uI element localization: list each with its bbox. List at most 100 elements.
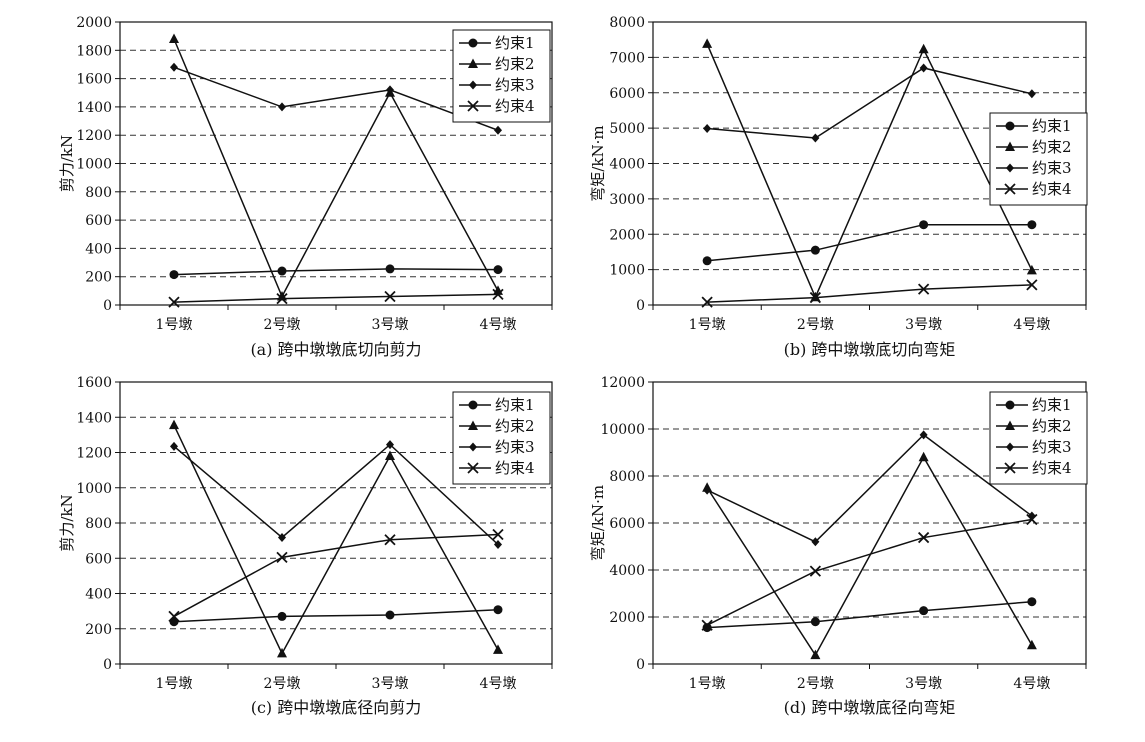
data-point-cross — [1026, 513, 1038, 526]
data-point-diamond — [386, 85, 394, 95]
series-line — [173, 293, 499, 303]
y-axis-label: 剪力/kN — [58, 135, 76, 192]
legend-label: 约束1 — [495, 34, 535, 52]
data-point-circle — [919, 220, 929, 230]
data-point-circle — [1027, 220, 1037, 230]
x-tick-label: 2号墩 — [264, 676, 301, 692]
data-point-circle — [702, 623, 712, 633]
legend-marker-circle — [1005, 121, 1015, 131]
data-point-diamond — [703, 123, 712, 133]
data-point-cross — [276, 551, 288, 564]
series-2 — [169, 419, 503, 658]
data-point-diamond — [494, 540, 502, 550]
data-point-cross — [168, 610, 180, 623]
y-tick-label: 12000 — [600, 375, 645, 391]
data-point-diamond — [170, 441, 178, 451]
legend-label: 约束2 — [495, 417, 535, 435]
legend-label: 约束4 — [1032, 180, 1072, 198]
data-point-circle — [919, 606, 929, 616]
data-point-diamond — [170, 62, 178, 72]
y-tick-label: 0 — [103, 298, 112, 314]
legend-entry: 约束2 — [459, 55, 535, 73]
legend-entry: 约束4 — [996, 459, 1072, 477]
y-tick-label: 1000 — [76, 481, 112, 497]
series-line — [173, 268, 499, 276]
series-line — [173, 533, 499, 618]
legend-entry: 约束1 — [459, 34, 535, 52]
x-tick-label: 3号墩 — [372, 317, 409, 333]
series-line — [707, 284, 1032, 303]
data-point-cross — [917, 531, 930, 544]
data-point-circle — [385, 264, 395, 274]
x-tick-label: 1号墩 — [156, 676, 193, 692]
x-tick-label: 4号墩 — [1013, 317, 1050, 333]
legend-label: 约束3 — [1032, 438, 1072, 456]
chart-caption: (c) 跨中墩墩底径向剪力 — [251, 698, 422, 717]
legend-marker-cross — [1004, 183, 1016, 195]
legend-label: 约束3 — [495, 76, 535, 94]
y-tick-label: 1400 — [76, 410, 112, 426]
y-tick-label: 0 — [636, 657, 645, 673]
series-1 — [169, 605, 503, 627]
data-point-diamond — [386, 440, 394, 450]
y-tick-label: 2000 — [609, 227, 645, 243]
legend: 约束1 约束2 约束3 约束4 — [452, 391, 551, 485]
series-1 — [702, 597, 1037, 633]
series-line — [706, 43, 1033, 300]
legend-marker-triangle — [468, 58, 478, 68]
y-tick-label: 400 — [85, 587, 112, 603]
data-point-cross — [492, 528, 504, 541]
legend-entry: 约束3 — [996, 438, 1072, 456]
data-point-diamond — [703, 485, 712, 495]
legend-entry: 约束3 — [996, 159, 1072, 177]
x-tick-label: 3号墩 — [905, 317, 942, 333]
data-point-circle — [385, 610, 395, 620]
series-line — [706, 518, 1032, 626]
legend-label: 约束4 — [495, 97, 535, 115]
data-point-diamond — [494, 125, 502, 135]
legend-label: 约束2 — [495, 55, 535, 73]
series-4 — [701, 513, 1038, 631]
data-point-circle — [702, 256, 712, 266]
legend-marker-triangle — [1005, 420, 1015, 430]
legend-label: 约束1 — [1032, 396, 1072, 414]
series-4 — [168, 288, 504, 308]
x-tick-label: 2号墩 — [797, 317, 834, 333]
data-point-triangle — [493, 644, 503, 654]
data-point-diamond — [919, 63, 928, 73]
data-point-diamond — [811, 537, 820, 547]
series-line — [173, 424, 499, 656]
data-point-diamond — [278, 102, 286, 112]
legend-marker-cross — [1004, 462, 1016, 474]
data-point-triangle — [1026, 264, 1037, 275]
data-point-cross — [917, 283, 930, 295]
data-point-cross — [384, 534, 396, 546]
data-point-diamond — [1027, 89, 1036, 99]
y-tick-label: 7000 — [609, 50, 645, 66]
legend-label: 约束1 — [1032, 117, 1072, 135]
legend-label: 约束2 — [1032, 138, 1072, 156]
x-tick-label: 4号墩 — [1013, 676, 1050, 692]
legend-entry: 约束2 — [996, 138, 1072, 156]
series-3 — [703, 63, 1036, 143]
legend-entry: 约束2 — [459, 417, 535, 435]
data-point-circle — [493, 265, 503, 275]
series-line — [707, 223, 1032, 262]
data-point-circle — [810, 245, 820, 255]
y-tick-label: 600 — [85, 213, 112, 229]
chart-caption: (a) 跨中墩墩底切向剪力 — [250, 340, 421, 359]
y-tick-label: 4000 — [609, 563, 645, 579]
data-point-circle — [277, 611, 287, 621]
series-line — [173, 443, 499, 546]
data-point-triangle — [169, 419, 179, 430]
y-tick-label: 1600 — [76, 72, 112, 88]
y-tick-label: 800 — [85, 516, 112, 532]
legend-marker-circle — [468, 38, 478, 48]
legend: 约束1 约束2 约束3 约束4 — [989, 112, 1088, 206]
legend-entry: 约束1 — [459, 396, 535, 414]
legend-marker-triangle — [468, 420, 478, 430]
data-point-diamond — [811, 133, 820, 143]
series-3 — [703, 430, 1036, 547]
x-tick-label: 2号墩 — [264, 317, 301, 333]
legend-label: 约束3 — [1032, 159, 1072, 177]
